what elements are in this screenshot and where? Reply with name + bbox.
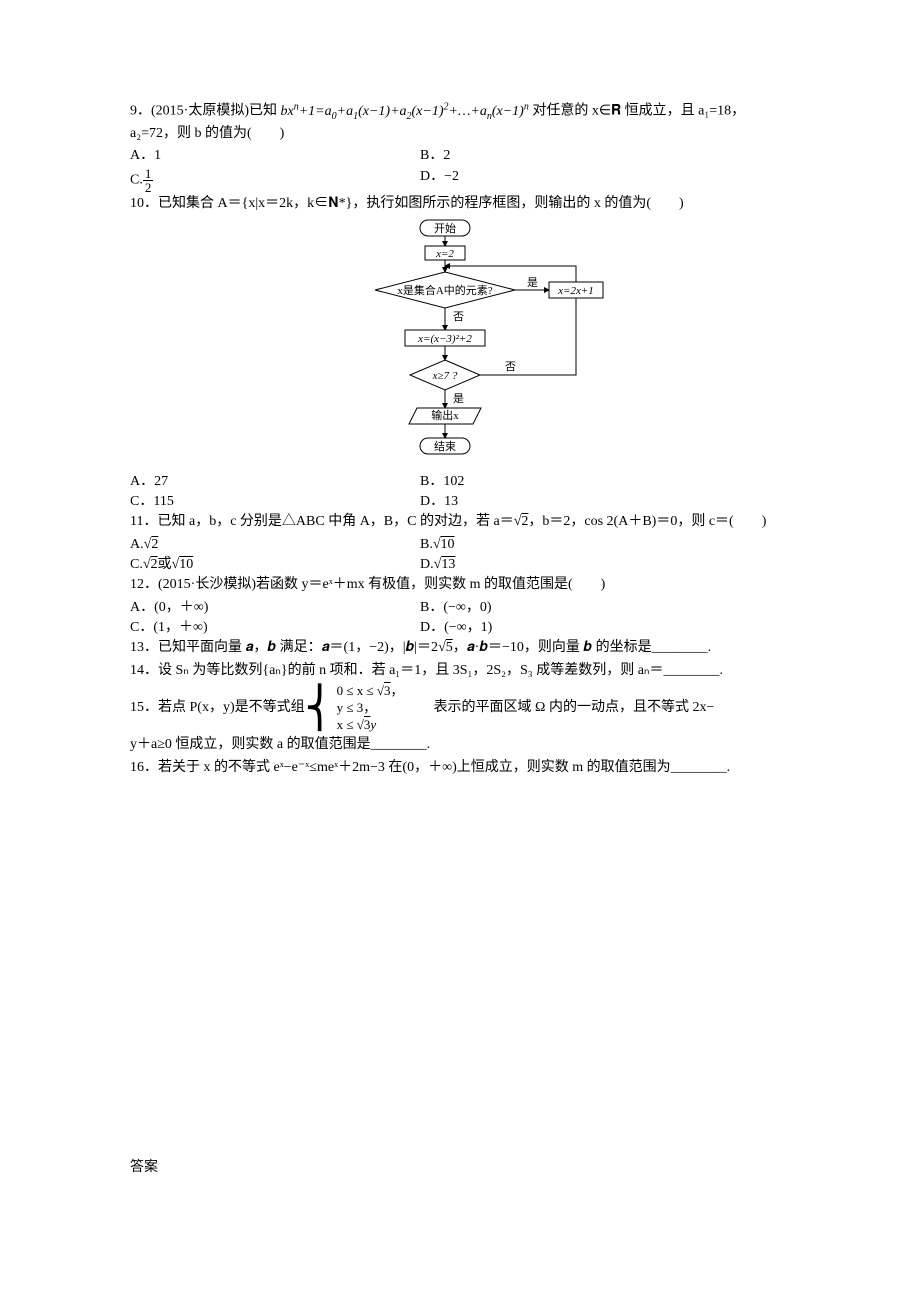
q13-post: ，𝒂·𝒃＝−10，则向量 𝒃 的坐标是________.: [453, 640, 711, 655]
q12-opt-d: D．(−∞，1): [420, 618, 790, 638]
q11-sqrt-a: 2: [514, 512, 529, 532]
question-12: 12．(2015·长沙模拟)若函数 y＝eˣ＋mx 有极值，则实数 m 的取值范…: [130, 575, 790, 595]
q11-opt-c: C.2或10: [130, 555, 420, 575]
flow-yes-label-2: 是: [453, 392, 464, 405]
q11-options-row2: C.2或10 D.13: [130, 555, 790, 575]
flow-yes-label-1: 是: [527, 276, 538, 289]
q10-options-row1: A．27 B．102: [130, 472, 790, 492]
question-10: 10．已知集合 A＝{x|x＝2k，k∈𝐍*}，执行如图所示的程序框图，则输出的…: [130, 194, 790, 214]
q10-options-row2: C．115 D．13: [130, 492, 790, 512]
exam-page: 9．(2015·太原模拟)已知 bxn+1=a0+a1(x−1)+a2(x−1)…: [0, 0, 920, 1238]
q9-c-frac: 12: [143, 167, 154, 194]
q16-text: 16．若关于 x 的不等式 eˣ−e⁻ˣ≤meˣ＋2m−3 在(0，＋∞)上恒成…: [130, 760, 730, 775]
q15-sys1: 0 ≤ x ≤ 3，: [337, 683, 404, 700]
q11-options-row1: A.2 B.10: [130, 535, 790, 555]
q15-mid: 表示的平面区域 Ω 内的一动点，且不等式 2x−: [434, 698, 715, 718]
q9-expr: bxn+1=a0+a1(x−1)+a2(x−1)2+…+an(x−1)n: [281, 104, 529, 119]
q10-opt-d: D．13: [420, 492, 790, 512]
q12-options-row2: C．(1，＋∞) D．(−∞，1): [130, 618, 790, 638]
q11-opt-d: D.13: [420, 555, 790, 575]
q10-text: 10．已知集合 A＝{x|x＝2k，k∈𝐍*}，执行如图所示的程序框图，则输出的…: [130, 196, 684, 211]
q9-opt-a: A．1: [130, 146, 420, 166]
q12-opt-a: A．(0，＋∞): [130, 598, 420, 618]
question-14: 14．设 Sₙ 为等比数列{aₙ}的前 n 项和．若 a₁＝1，且 3S₁，2S…: [130, 661, 790, 681]
flow-init: x=2: [435, 248, 454, 260]
flowchart-svg: 开始 x=2 x是集合A中的元素? 是 x=2x+1 否 x=(x−3)²+2 …: [305, 218, 615, 468]
q13-pre: 13．已知平面向量 𝒂，𝒃 满足：𝒂＝(1，−2)，|𝒃|＝2: [130, 640, 438, 655]
q12-opt-c: C．(1，＋∞): [130, 618, 420, 638]
q13-sqrt: 5: [438, 638, 453, 658]
question-11: 11．已知 a，b，c 分别是△ABC 中角 A，B，C 的对边，若 a＝2，b…: [130, 512, 790, 532]
q9-opt-c: C.12: [130, 167, 420, 194]
question-9: 9．(2015·太原模拟)已知 bxn+1=a0+a1(x−1)+a2(x−1)…: [130, 100, 790, 144]
flow-cond2: x≥7 ?: [432, 370, 458, 382]
q12-options-row1: A．(0，＋∞) B．(−∞，0): [130, 598, 790, 618]
flow-no-op: x=(x−3)²+2: [417, 333, 472, 345]
q12-opt-b: B．(−∞，0): [420, 598, 790, 618]
q9-options-row2: C.12 D．−2: [130, 167, 790, 194]
q9-text-pre: 9．(2015·太原模拟)已知: [130, 104, 281, 119]
flow-output: 输出x: [431, 408, 459, 422]
q15-system: ⎨ 0 ≤ x ≤ 3， y ≤ 3， x ≤ 3y: [305, 683, 404, 734]
q10-opt-c: C．115: [130, 492, 420, 512]
q15-sys3: x ≤ 3y: [337, 717, 404, 734]
q9-opt-b: B．2: [420, 146, 790, 166]
flow-no-label-1: 否: [453, 311, 464, 323]
question-13: 13．已知平面向量 𝒂，𝒃 满足：𝒂＝(1，−2)，|𝒃|＝25，𝒂·𝒃＝−10…: [130, 638, 790, 658]
q11-opt-a: A.2: [130, 535, 420, 555]
question-15: 15．若点 P(x，y)是不等式组 ⎨ 0 ≤ x ≤ 3， y ≤ 3， x …: [130, 683, 790, 734]
q10-flowchart: 开始 x=2 x是集合A中的元素? 是 x=2x+1 否 x=(x−3)²+2 …: [130, 218, 790, 468]
q15-sys2: y ≤ 3，: [337, 700, 404, 717]
q11-mid: ，b＝2，cos 2(A＋B)＝0，则 c＝( ): [528, 514, 766, 529]
q9-opt-d: D．−2: [420, 167, 790, 194]
q11-opt-b: B.10: [420, 535, 790, 555]
q9-c-prefix: C.: [130, 172, 143, 187]
q11-pre: 11．已知 a，b，c 分别是△ABC 中角 A，B，C 的对边，若 a＝: [130, 514, 514, 529]
flow-cond1: x是集合A中的元素?: [397, 283, 492, 297]
question-16: 16．若关于 x 的不等式 eˣ−e⁻ˣ≤meˣ＋2m−3 在(0，＋∞)上恒成…: [130, 758, 790, 778]
q15-pre: 15．若点 P(x，y)是不等式组: [130, 698, 305, 718]
flow-end: 结束: [434, 440, 456, 453]
answer-label: 答案: [130, 1158, 790, 1178]
q12-text: 12．(2015·长沙模拟)若函数 y＝eˣ＋mx 有极值，则实数 m 的取值范…: [130, 577, 605, 592]
flow-yes-op: x=2x+1: [557, 285, 594, 297]
flow-no-label-2: 否: [505, 361, 516, 373]
q10-opt-a: A．27: [130, 472, 420, 492]
q15-line2: y＋a≥0 恒成立，则实数 a 的取值范围是________.: [130, 735, 790, 755]
flow-start: 开始: [434, 221, 456, 235]
q14-text: 14．设 Sₙ 为等比数列{aₙ}的前 n 项和．若 a₁＝1，且 3S₁，2S…: [130, 663, 723, 678]
q10-opt-b: B．102: [420, 472, 790, 492]
q9-options-row1: A．1 B．2: [130, 146, 790, 166]
